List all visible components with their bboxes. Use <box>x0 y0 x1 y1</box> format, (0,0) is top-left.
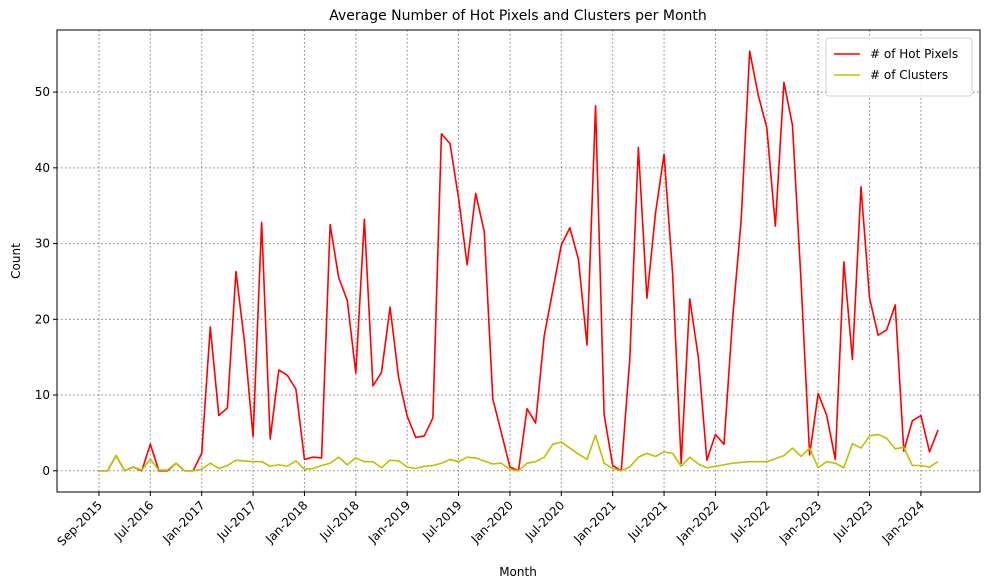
x-tick-label: Jan-2022 <box>673 498 721 546</box>
x-tick-label: Jan-2018 <box>262 498 310 546</box>
x-tick-label: Jul-2019 <box>419 498 465 544</box>
line-series <box>98 433 939 472</box>
x-tick-label: Jan-2017 <box>159 498 207 546</box>
y-axis-label: Count <box>9 243 23 279</box>
y-tick-label: 10 <box>35 388 50 402</box>
x-tick-label: Jul-2022 <box>727 498 773 544</box>
chart-title: Average Number of Hot Pixels and Cluster… <box>329 8 707 24</box>
y-tick-label: 20 <box>35 312 50 326</box>
x-tick-label: Jan-2024 <box>879 498 927 546</box>
plot-frame <box>56 29 981 493</box>
x-tick-label: Jul-2017 <box>214 498 260 544</box>
y-tick-label: 0 <box>42 464 50 478</box>
x-tick-label: Sep-2015 <box>55 498 106 549</box>
x-tick-label: Jan-2019 <box>365 498 413 546</box>
x-tick-label: Jan-2020 <box>468 498 516 546</box>
x-tick-label: Jul-2020 <box>522 498 568 544</box>
y-tick-label: 40 <box>35 161 50 175</box>
line-series <box>98 50 939 472</box>
x-tick-label: Jan-2021 <box>570 498 618 546</box>
legend-label: # of Hot Pixels <box>870 47 958 61</box>
x-tick-label: Jul-2023 <box>830 498 876 544</box>
legend-label: # of Clusters <box>870 68 948 82</box>
x-tick-label: Jul-2018 <box>316 498 362 544</box>
y-tick-label: 30 <box>35 237 50 251</box>
y-tick-label: 50 <box>35 85 50 99</box>
x-tick-label: Jan-2023 <box>776 498 824 546</box>
legend-box <box>825 37 973 97</box>
x-tick-label: Jul-2016 <box>111 498 157 544</box>
x-tick-label: Jul-2021 <box>625 498 671 544</box>
x-axis-label: Month <box>499 565 537 579</box>
